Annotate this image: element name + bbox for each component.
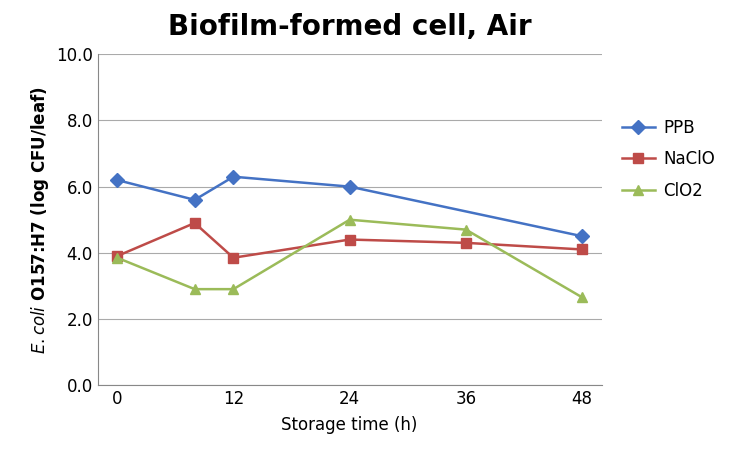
NaClO bbox=[229, 255, 238, 260]
Text: $\it{E. coli}$ O157:H7 (log CFU/leaf): $\it{E. coli}$ O157:H7 (log CFU/leaf) bbox=[29, 86, 51, 354]
ClO2 bbox=[190, 286, 199, 292]
Line: PPB: PPB bbox=[112, 172, 587, 241]
PPB bbox=[578, 234, 587, 239]
PPB bbox=[345, 184, 354, 189]
Line: ClO2: ClO2 bbox=[112, 215, 587, 302]
Title: Biofilm-formed cell, Air: Biofilm-formed cell, Air bbox=[168, 13, 532, 41]
PPB bbox=[190, 197, 199, 202]
ClO2 bbox=[578, 295, 587, 300]
ClO2 bbox=[113, 255, 122, 260]
PPB bbox=[229, 174, 238, 179]
NaClO bbox=[578, 247, 587, 252]
ClO2 bbox=[462, 227, 471, 232]
PPB bbox=[113, 177, 122, 183]
Line: NaClO: NaClO bbox=[112, 218, 587, 263]
NaClO bbox=[345, 237, 354, 242]
ClO2 bbox=[345, 217, 354, 222]
NaClO bbox=[190, 220, 199, 226]
X-axis label: Storage time (h): Storage time (h) bbox=[281, 416, 418, 434]
NaClO bbox=[113, 253, 122, 259]
Legend: PPB, NaClO, ClO2: PPB, NaClO, ClO2 bbox=[615, 112, 722, 206]
ClO2 bbox=[229, 286, 238, 292]
NaClO bbox=[462, 240, 471, 246]
